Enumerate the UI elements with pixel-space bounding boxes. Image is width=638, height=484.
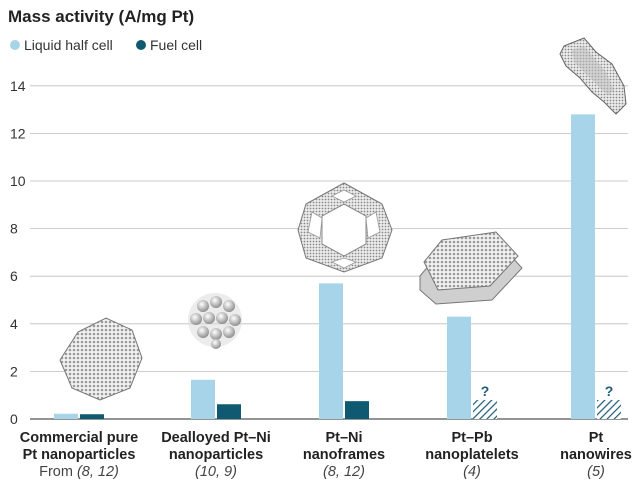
legend-swatch-liquid — [10, 40, 20, 50]
y-tick-label: 4 — [10, 316, 18, 332]
bar-liquid-half-cell — [191, 379, 215, 419]
category-reference: (10, 9) — [195, 464, 237, 480]
nanoframe-icon — [297, 182, 393, 273]
category-reference: (4) — [463, 464, 481, 480]
category-label-line1: Commercial pure — [20, 430, 138, 446]
category-reference: (5) — [587, 464, 605, 480]
category-label-line1: Pt–Ni — [325, 430, 362, 446]
reference-citation: (8, 12) — [323, 464, 365, 480]
unknown-marker: ? — [481, 383, 490, 399]
y-axis-ticks: 0 2 4 6 8 10 12 14 — [10, 78, 26, 427]
reference-citation: (8, 12) — [77, 464, 119, 480]
reference-citation: (4) — [463, 464, 481, 480]
y-tick-label: 2 — [10, 363, 18, 379]
nanowire-icon — [559, 37, 627, 115]
legend: Liquid half cell Fuel cell — [10, 37, 202, 53]
nanoparticle-illustrations — [59, 37, 627, 401]
y-tick-label: 12 — [10, 125, 26, 141]
y-tick-label: 6 — [10, 268, 18, 284]
y-tick-label: 8 — [10, 221, 18, 237]
bar-fuel-cell — [217, 404, 241, 419]
bar-liquid-half-cell — [447, 316, 471, 419]
bar-fuel-cell-unknown — [597, 399, 621, 419]
dealloyed-cluster-icon — [188, 293, 242, 349]
bar-liquid-half-cell — [54, 413, 78, 419]
category-label-line1: Pt — [589, 430, 604, 446]
category-label-line2: nanoframes — [303, 447, 385, 463]
category-label-line2: nanowires — [560, 447, 632, 463]
bar-liquid-half-cell — [319, 283, 343, 419]
legend-swatch-fuel — [136, 40, 146, 50]
bar-fuel-cell — [345, 401, 369, 419]
bars: ?? — [54, 114, 621, 420]
category-reference: From (8, 12) — [39, 464, 119, 480]
unknown-marker: ? — [605, 383, 614, 399]
y-tick-label: 0 — [10, 411, 18, 427]
category-label-line2: Pt nanoparticles — [23, 447, 136, 463]
truncated-octahedron-icon — [59, 317, 143, 401]
y-tick-label: 14 — [10, 78, 26, 94]
chart-title: Mass activity (A/mg Pt) — [8, 7, 194, 26]
category-label-line2: nanoplatelets — [425, 447, 518, 463]
legend-label-liquid: Liquid half cell — [24, 37, 113, 53]
reference-citation: (10, 9) — [195, 464, 237, 480]
category-label-line2: nanoparticles — [169, 447, 263, 463]
reference-citation: (5) — [587, 464, 605, 480]
reference-prefix: From — [39, 464, 77, 480]
bar-fuel-cell — [80, 414, 104, 419]
y-tick-label: 10 — [10, 173, 26, 189]
bar-fuel-cell-unknown — [473, 399, 497, 419]
bar-liquid-half-cell — [571, 114, 595, 420]
legend-label-fuel: Fuel cell — [150, 37, 202, 53]
category-label-line1: Pt–Pb — [451, 430, 492, 446]
category-reference: (8, 12) — [323, 464, 365, 480]
category-label-line1: Dealloyed Pt–Ni — [161, 430, 271, 446]
nanoplatelet-icon — [419, 231, 523, 305]
